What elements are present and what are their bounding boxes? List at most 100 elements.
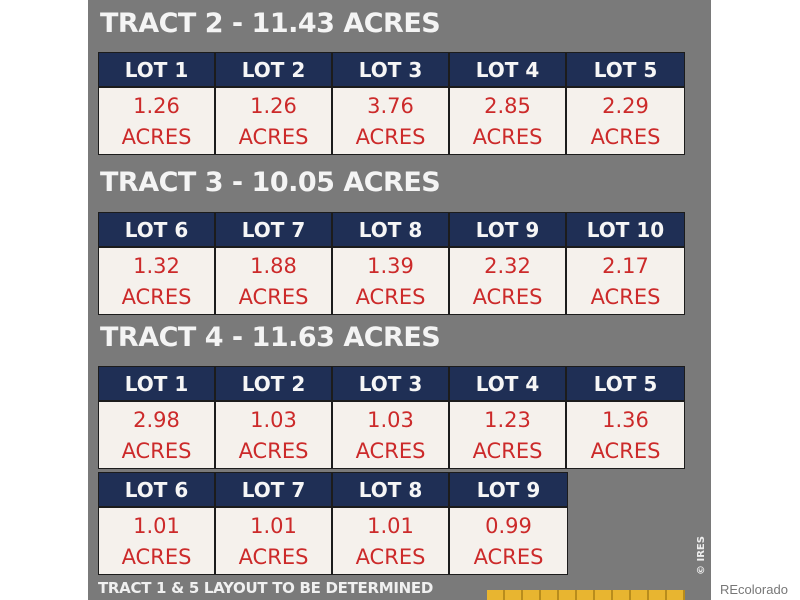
lot-cell: LOT 2 1.26 ACRES bbox=[216, 53, 333, 154]
lot-label: LOT 9 bbox=[450, 473, 567, 508]
tract-title: TRACT 4 - 11.63 ACRES bbox=[100, 322, 441, 353]
acre-unit: ACRES bbox=[121, 284, 192, 309]
acre-value: 2.85 bbox=[484, 93, 531, 118]
lot-table: LOT 1 1.26 ACRES LOT 2 1.26 ACRES LOT 3 3.76 ACR… bbox=[98, 52, 685, 155]
tract-title: TRACT 2 - 11.43 ACRES bbox=[100, 8, 441, 39]
acre-unit: ACRES bbox=[472, 124, 543, 149]
lot-label: LOT 2 bbox=[216, 53, 331, 88]
acre-value: 2.32 bbox=[484, 253, 531, 278]
acre-unit: ACRES bbox=[355, 124, 426, 149]
lot-acreage: 1.88 ACRES bbox=[216, 248, 331, 314]
acre-value: 1.03 bbox=[367, 407, 414, 432]
lot-cell: LOT 9 0.99 ACRES bbox=[450, 473, 567, 574]
lot-label: LOT 2 bbox=[216, 367, 331, 402]
lot-acreage: 1.32 ACRES bbox=[99, 248, 214, 314]
acre-value: 1.03 bbox=[250, 407, 297, 432]
acre-unit: ACRES bbox=[355, 544, 426, 569]
lot-acreage: 1.01 ACRES bbox=[99, 508, 214, 574]
acre-unit: ACRES bbox=[238, 124, 309, 149]
lot-acreage: 1.36 ACRES bbox=[567, 402, 684, 468]
acre-unit: ACRES bbox=[238, 544, 309, 569]
acre-value: 0.99 bbox=[485, 513, 532, 538]
acre-value: 1.23 bbox=[484, 407, 531, 432]
acre-value: 1.39 bbox=[367, 253, 414, 278]
lot-cell: LOT 5 2.29 ACRES bbox=[567, 53, 684, 154]
lot-label: LOT 8 bbox=[333, 213, 448, 248]
lot-acreage: 2.17 ACRES bbox=[567, 248, 684, 314]
lot-acreage: 2.29 ACRES bbox=[567, 88, 684, 154]
copyright-watermark: © IRES bbox=[696, 536, 707, 575]
lot-table: LOT 6 1.32 ACRES LOT 7 1.88 ACRES LOT 8 1.39 ACR… bbox=[98, 212, 685, 315]
lot-label: LOT 1 bbox=[99, 367, 214, 402]
lot-acreage: 1.39 ACRES bbox=[333, 248, 448, 314]
lot-acreage: 2.98 ACRES bbox=[99, 402, 214, 468]
lot-label: LOT 4 bbox=[450, 367, 565, 402]
lot-label: LOT 5 bbox=[567, 53, 684, 88]
acre-unit: ACRES bbox=[121, 438, 192, 463]
lot-cell: LOT 8 1.01 ACRES bbox=[333, 473, 450, 574]
acre-unit: ACRES bbox=[121, 124, 192, 149]
lot-cell: LOT 6 1.01 ACRES bbox=[99, 473, 216, 574]
lot-cell: LOT 9 2.32 ACRES bbox=[450, 213, 567, 314]
acre-value: 1.26 bbox=[133, 93, 180, 118]
footer-note: TRACT 1 & 5 LAYOUT TO BE DETERMINED bbox=[98, 579, 434, 597]
brand-watermark: REcolorado bbox=[720, 582, 788, 597]
lot-acreage: 1.26 ACRES bbox=[216, 88, 331, 154]
acre-unit: ACRES bbox=[355, 438, 426, 463]
lot-cell: LOT 5 1.36 ACRES bbox=[567, 367, 684, 468]
lot-label: LOT 9 bbox=[450, 213, 565, 248]
acre-value: 2.98 bbox=[133, 407, 180, 432]
lot-label: LOT 5 bbox=[567, 367, 684, 402]
acre-value: 1.01 bbox=[367, 513, 414, 538]
acre-value: 1.01 bbox=[133, 513, 180, 538]
lot-acreage: 3.76 ACRES bbox=[333, 88, 448, 154]
lot-cell: LOT 7 1.88 ACRES bbox=[216, 213, 333, 314]
acre-unit: ACRES bbox=[590, 438, 661, 463]
acre-unit: ACRES bbox=[355, 284, 426, 309]
lot-label: LOT 3 bbox=[333, 367, 448, 402]
lot-cell: LOT 1 1.26 ACRES bbox=[99, 53, 216, 154]
acre-value: 1.36 bbox=[602, 407, 649, 432]
lot-cell: LOT 6 1.32 ACRES bbox=[99, 213, 216, 314]
acre-value: 1.32 bbox=[133, 253, 180, 278]
lot-label: LOT 7 bbox=[216, 213, 331, 248]
acre-unit: ACRES bbox=[238, 438, 309, 463]
acre-value: 3.76 bbox=[367, 93, 414, 118]
acre-value: 2.29 bbox=[602, 93, 649, 118]
yellow-strip bbox=[487, 590, 685, 600]
lot-label: LOT 1 bbox=[99, 53, 214, 88]
lot-acreage: 1.03 ACRES bbox=[333, 402, 448, 468]
lot-cell: LOT 7 1.01 ACRES bbox=[216, 473, 333, 574]
tract-title: TRACT 3 - 10.05 ACRES bbox=[100, 167, 441, 198]
acre-value: 1.26 bbox=[250, 93, 297, 118]
lot-acreage: 2.32 ACRES bbox=[450, 248, 565, 314]
lot-cell: LOT 3 3.76 ACRES bbox=[333, 53, 450, 154]
lot-label: LOT 10 bbox=[567, 213, 684, 248]
lot-cell: LOT 8 1.39 ACRES bbox=[333, 213, 450, 314]
acre-value: 2.17 bbox=[602, 253, 649, 278]
acre-unit: ACRES bbox=[472, 284, 543, 309]
lot-acreage: 0.99 ACRES bbox=[450, 508, 567, 574]
lot-label: LOT 6 bbox=[99, 213, 214, 248]
acre-value: 1.01 bbox=[250, 513, 297, 538]
lot-acreage: 1.26 ACRES bbox=[99, 88, 214, 154]
lot-acreage: 1.03 ACRES bbox=[216, 402, 331, 468]
lot-label: LOT 6 bbox=[99, 473, 214, 508]
lot-cell: LOT 10 2.17 ACRES bbox=[567, 213, 684, 314]
acre-unit: ACRES bbox=[121, 544, 192, 569]
lot-cell: LOT 3 1.03 ACRES bbox=[333, 367, 450, 468]
lot-acreage: 1.01 ACRES bbox=[333, 508, 448, 574]
acre-value: 1.88 bbox=[250, 253, 297, 278]
acre-unit: ACRES bbox=[472, 438, 543, 463]
lot-cell: LOT 4 1.23 ACRES bbox=[450, 367, 567, 468]
lot-acreage: 1.23 ACRES bbox=[450, 402, 565, 468]
lot-label: LOT 8 bbox=[333, 473, 448, 508]
lot-label: LOT 3 bbox=[333, 53, 448, 88]
lot-label: LOT 4 bbox=[450, 53, 565, 88]
lot-label: LOT 7 bbox=[216, 473, 331, 508]
lot-acreage: 2.85 ACRES bbox=[450, 88, 565, 154]
lot-acreage: 1.01 ACRES bbox=[216, 508, 331, 574]
lot-table: LOT 1 2.98 ACRES LOT 2 1.03 ACRES LOT 3 1.03 ACR… bbox=[98, 366, 685, 469]
acre-unit: ACRES bbox=[590, 124, 661, 149]
lot-cell: LOT 1 2.98 ACRES bbox=[99, 367, 216, 468]
